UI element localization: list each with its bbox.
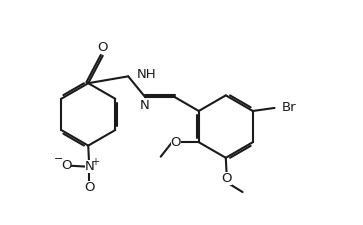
- Text: O: O: [61, 159, 72, 172]
- Text: O: O: [97, 41, 108, 54]
- Text: O: O: [84, 181, 94, 194]
- Text: NH: NH: [136, 68, 156, 81]
- Text: Br: Br: [282, 101, 297, 115]
- Text: N: N: [85, 160, 95, 173]
- Text: N: N: [140, 99, 150, 112]
- Text: O: O: [171, 136, 181, 149]
- Text: O: O: [221, 172, 232, 185]
- Text: −: −: [54, 154, 63, 164]
- Text: +: +: [91, 157, 99, 167]
